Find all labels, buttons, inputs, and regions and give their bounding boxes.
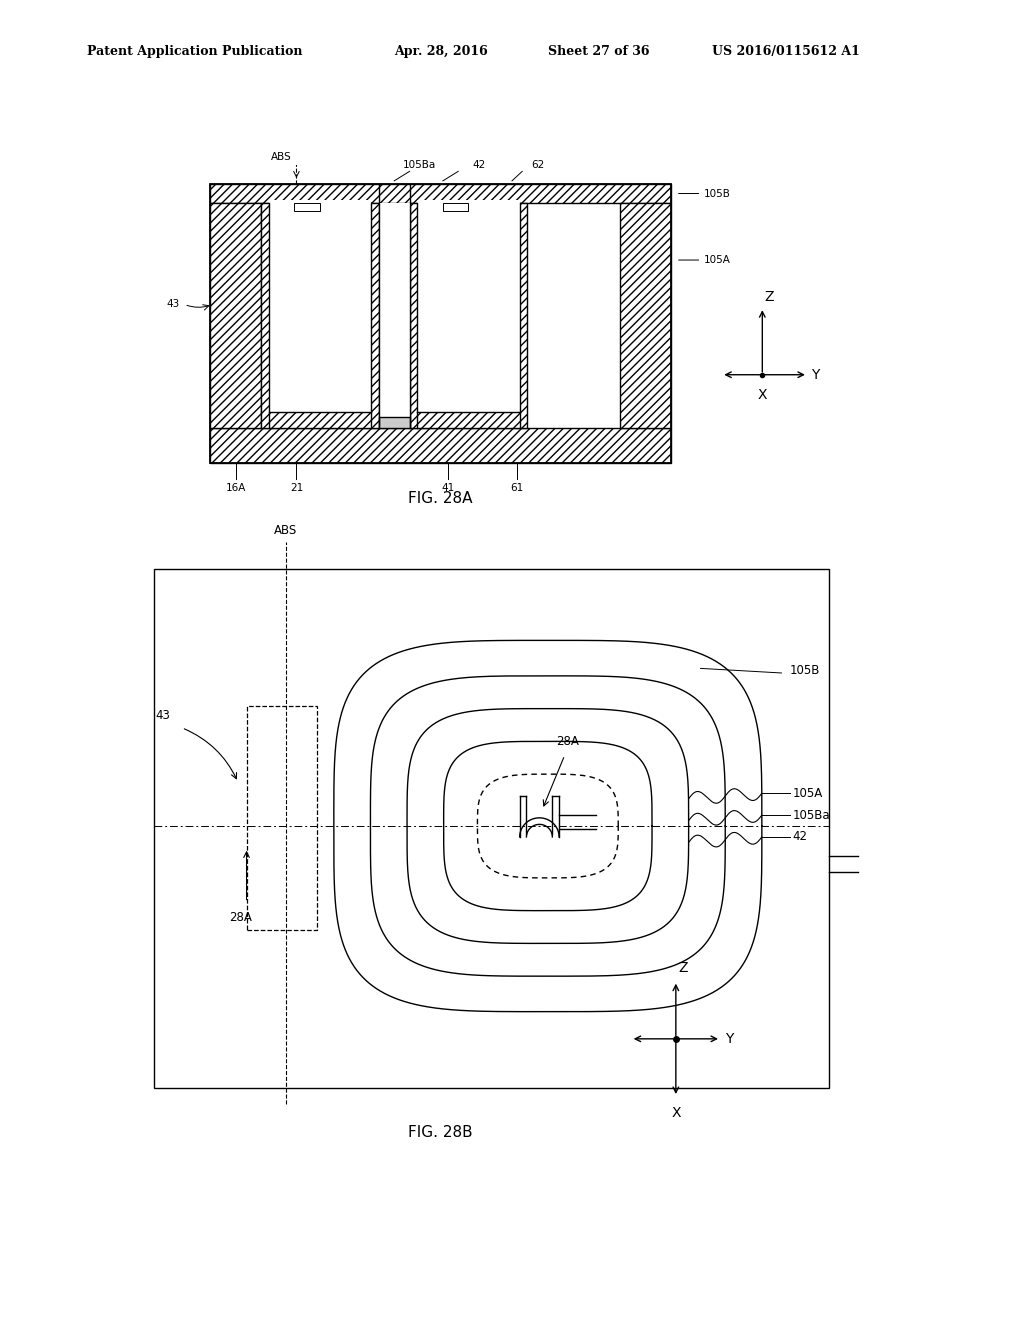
Text: Z: Z xyxy=(678,961,687,975)
Bar xyxy=(295,203,319,211)
Text: X: X xyxy=(671,1106,681,1119)
Text: X: X xyxy=(758,388,767,403)
Bar xyxy=(210,203,261,428)
Bar xyxy=(261,203,379,428)
Text: 21: 21 xyxy=(290,483,303,494)
Text: 16A: 16A xyxy=(225,483,246,494)
Text: 105A: 105A xyxy=(793,787,823,800)
Text: Y: Y xyxy=(725,1032,734,1045)
Text: 105B: 105B xyxy=(791,664,820,677)
Text: 28A: 28A xyxy=(556,735,579,748)
Text: 61: 61 xyxy=(511,483,523,494)
Bar xyxy=(210,183,671,463)
Bar xyxy=(247,706,317,929)
Text: 42: 42 xyxy=(472,160,485,170)
Text: US 2016/0115612 A1: US 2016/0115612 A1 xyxy=(712,45,859,58)
Text: ABS: ABS xyxy=(270,152,292,162)
Text: 105A: 105A xyxy=(705,255,731,265)
Text: Sheet 27 of 36: Sheet 27 of 36 xyxy=(548,45,649,58)
Bar xyxy=(418,199,519,412)
Bar xyxy=(442,203,468,211)
Text: 105B: 105B xyxy=(705,189,731,198)
Bar xyxy=(410,203,527,428)
Text: 42: 42 xyxy=(793,830,808,843)
Text: 41: 41 xyxy=(441,483,455,494)
Text: FIG. 28B: FIG. 28B xyxy=(408,1125,473,1139)
Text: 43: 43 xyxy=(166,300,179,309)
Bar xyxy=(379,203,410,428)
Text: 105Ba: 105Ba xyxy=(403,160,436,170)
Text: ABS: ABS xyxy=(274,524,298,537)
Text: 62: 62 xyxy=(531,160,544,170)
Bar xyxy=(210,428,671,463)
Bar xyxy=(154,569,829,1088)
Text: Patent Application Publication: Patent Application Publication xyxy=(87,45,302,58)
Bar xyxy=(268,199,371,412)
Bar xyxy=(210,183,671,203)
Text: Y: Y xyxy=(811,368,819,381)
Text: 105Ba: 105Ba xyxy=(793,809,830,821)
Text: FIG. 28A: FIG. 28A xyxy=(409,491,472,506)
Text: 43: 43 xyxy=(156,709,170,722)
Text: Apr. 28, 2016: Apr. 28, 2016 xyxy=(394,45,488,58)
Bar xyxy=(379,417,410,428)
Text: Z: Z xyxy=(765,290,774,304)
Bar xyxy=(620,203,671,428)
Text: 28A: 28A xyxy=(229,911,252,924)
